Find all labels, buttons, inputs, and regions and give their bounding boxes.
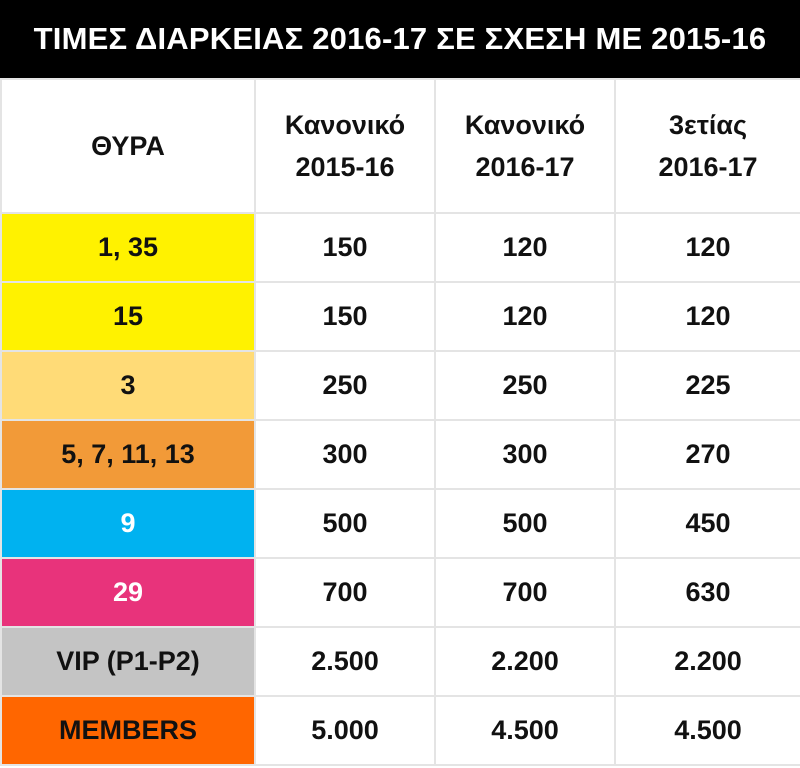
table-row: 15 150 120 120	[0, 281, 800, 352]
price-2016-17-cell: 120	[434, 281, 616, 352]
table-title: ΤΙΜΕΣ ΔΙΑΡΚΕΙΑΣ 2016-17 ΣΕ ΣΧΕΣΗ ΜΕ 2015…	[0, 0, 800, 78]
header-3year-2016-17-line1: 3ετίας	[668, 110, 748, 140]
price-3year-cell: 225	[614, 350, 800, 421]
table-row: 5, 7, 11, 13 300 300 270	[0, 419, 800, 490]
gate-cell: 9	[0, 488, 256, 559]
price-2016-17-cell: 500	[434, 488, 616, 559]
header-gate-label: ΘΥΡΑ	[91, 131, 165, 161]
gate-cell: VIP (P1-P2)	[0, 626, 256, 697]
gate-cell: 3	[0, 350, 256, 421]
price-2015-16-cell: 150	[254, 281, 436, 352]
gate-cell: MEMBERS	[0, 695, 256, 766]
header-regular-2015-16: Κανονικό 2015-16	[254, 78, 436, 214]
price-2016-17-cell: 120	[434, 212, 616, 283]
table-row: 3 250 250 225	[0, 350, 800, 421]
table-row: MEMBERS 5.000 4.500 4.500	[0, 695, 800, 766]
header-regular-2016-17: Κανονικό 2016-17	[434, 78, 616, 214]
gate-cell: 1, 35	[0, 212, 256, 283]
price-2015-16-cell: 250	[254, 350, 436, 421]
header-gate: ΘΥΡΑ	[0, 78, 256, 214]
price-2016-17-cell: 2.200	[434, 626, 616, 697]
price-2016-17-cell: 700	[434, 557, 616, 628]
price-2015-16-cell: 700	[254, 557, 436, 628]
table-row: 9 500 500 450	[0, 488, 800, 559]
price-2016-17-cell: 250	[434, 350, 616, 421]
price-3year-cell: 120	[614, 281, 800, 352]
header-regular-2016-17-line1: Κανονικό	[464, 110, 586, 140]
price-2015-16-cell: 150	[254, 212, 436, 283]
gate-cell: 15	[0, 281, 256, 352]
price-3year-cell: 2.200	[614, 626, 800, 697]
table-row: 1, 35 150 120 120	[0, 212, 800, 283]
price-3year-cell: 630	[614, 557, 800, 628]
price-2016-17-cell: 300	[434, 419, 616, 490]
price-2015-16-cell: 5.000	[254, 695, 436, 766]
price-2015-16-cell: 300	[254, 419, 436, 490]
header-regular-2016-17-line2: 2016-17	[475, 152, 575, 182]
gate-cell: 5, 7, 11, 13	[0, 419, 256, 490]
header-3year-2016-17-line2: 2016-17	[658, 152, 758, 182]
gate-cell: 29	[0, 557, 256, 628]
header-regular-2015-16-line1: Κανονικό	[284, 110, 406, 140]
header-row: ΘΥΡΑ Κανονικό 2015-16 Κανονικό 2016-17 3…	[0, 78, 800, 214]
header-3year-2016-17: 3ετίας 2016-17	[614, 78, 800, 214]
price-3year-cell: 4.500	[614, 695, 800, 766]
price-2016-17-cell: 4.500	[434, 695, 616, 766]
price-3year-cell: 450	[614, 488, 800, 559]
price-3year-cell: 120	[614, 212, 800, 283]
table-row: VIP (P1-P2) 2.500 2.200 2.200	[0, 626, 800, 697]
price-3year-cell: 270	[614, 419, 800, 490]
header-regular-2015-16-line2: 2015-16	[295, 152, 395, 182]
price-table: ΘΥΡΑ Κανονικό 2015-16 Κανονικό 2016-17 3…	[0, 78, 800, 766]
price-2015-16-cell: 500	[254, 488, 436, 559]
price-2015-16-cell: 2.500	[254, 626, 436, 697]
table-row: 29 700 700 630	[0, 557, 800, 628]
